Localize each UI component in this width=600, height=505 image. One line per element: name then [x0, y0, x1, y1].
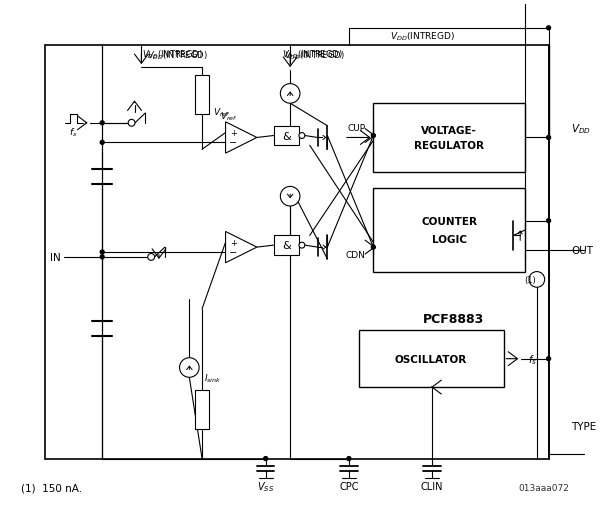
Text: $V_{DD}$: $V_{DD}$ [571, 122, 591, 135]
Text: TYPE: TYPE [571, 421, 596, 431]
Text: IN: IN [50, 252, 61, 263]
Text: $I_{sink}$: $I_{sink}$ [204, 371, 221, 384]
Circle shape [179, 358, 199, 378]
Text: $f_s$: $f_s$ [528, 352, 537, 366]
Circle shape [280, 187, 300, 207]
Text: −: − [229, 247, 238, 258]
Circle shape [100, 141, 104, 145]
Bar [274, 126, 299, 146]
Circle shape [299, 243, 305, 248]
Bar [195, 76, 209, 115]
Polygon shape [226, 232, 257, 263]
Circle shape [547, 27, 551, 31]
Text: $V_{DD}$(INTREGD): $V_{DD}$(INTREGD) [142, 48, 203, 61]
Text: PCF8883: PCF8883 [423, 313, 484, 325]
Text: $V_{DD}$(INTREGD): $V_{DD}$(INTREGD) [147, 50, 208, 63]
Circle shape [371, 134, 376, 138]
Text: $V_{ref}$: $V_{ref}$ [213, 107, 230, 119]
Circle shape [100, 122, 104, 126]
Text: 013aaa072: 013aaa072 [518, 483, 569, 492]
Text: (1)  150 nA.: (1) 150 nA. [21, 483, 82, 493]
Circle shape [371, 245, 376, 249]
Text: COUNTER: COUNTER [421, 217, 477, 227]
Circle shape [529, 272, 545, 288]
Polygon shape [226, 123, 257, 154]
Bar [195, 390, 209, 429]
Text: OUT: OUT [571, 245, 593, 256]
Bar [274, 236, 299, 256]
Text: $V_{DD}$(INTREGD): $V_{DD}$(INTREGD) [284, 50, 345, 63]
Circle shape [347, 457, 351, 461]
Circle shape [299, 133, 305, 139]
Text: (1): (1) [524, 275, 536, 284]
Bar [373, 104, 525, 172]
Text: $V_{DD}$(INTREGD): $V_{DD}$(INTREGD) [390, 30, 455, 43]
Circle shape [280, 84, 300, 104]
Text: VOLTAGE-: VOLTAGE- [421, 125, 477, 135]
Text: −: − [229, 138, 238, 148]
Text: $V_{SS}$: $V_{SS}$ [257, 479, 274, 493]
Text: CUP: CUP [347, 124, 365, 133]
Bar [359, 331, 503, 387]
Text: LOGIC: LOGIC [432, 234, 467, 244]
Text: &: & [282, 241, 290, 250]
Circle shape [264, 457, 268, 461]
Text: CLIN: CLIN [421, 481, 443, 491]
Circle shape [100, 256, 104, 260]
Text: +: + [230, 238, 237, 247]
Text: OSCILLATOR: OSCILLATOR [395, 354, 467, 364]
Text: $V_{DD}$(INTREGD): $V_{DD}$(INTREGD) [283, 48, 343, 61]
Circle shape [100, 250, 104, 255]
Bar [46, 46, 548, 459]
Circle shape [128, 120, 135, 127]
Text: +: + [230, 129, 237, 138]
Circle shape [547, 357, 551, 361]
Bar [373, 189, 525, 272]
Text: $f_s$: $f_s$ [68, 126, 77, 138]
Circle shape [547, 136, 551, 140]
Text: $V_{ref}$: $V_{ref}$ [220, 111, 238, 123]
Text: &: & [282, 131, 290, 141]
Circle shape [148, 254, 155, 261]
Text: CDN: CDN [346, 251, 365, 260]
Circle shape [547, 219, 551, 223]
Text: CPC: CPC [339, 481, 359, 491]
Text: REGULATOR: REGULATOR [414, 141, 484, 151]
